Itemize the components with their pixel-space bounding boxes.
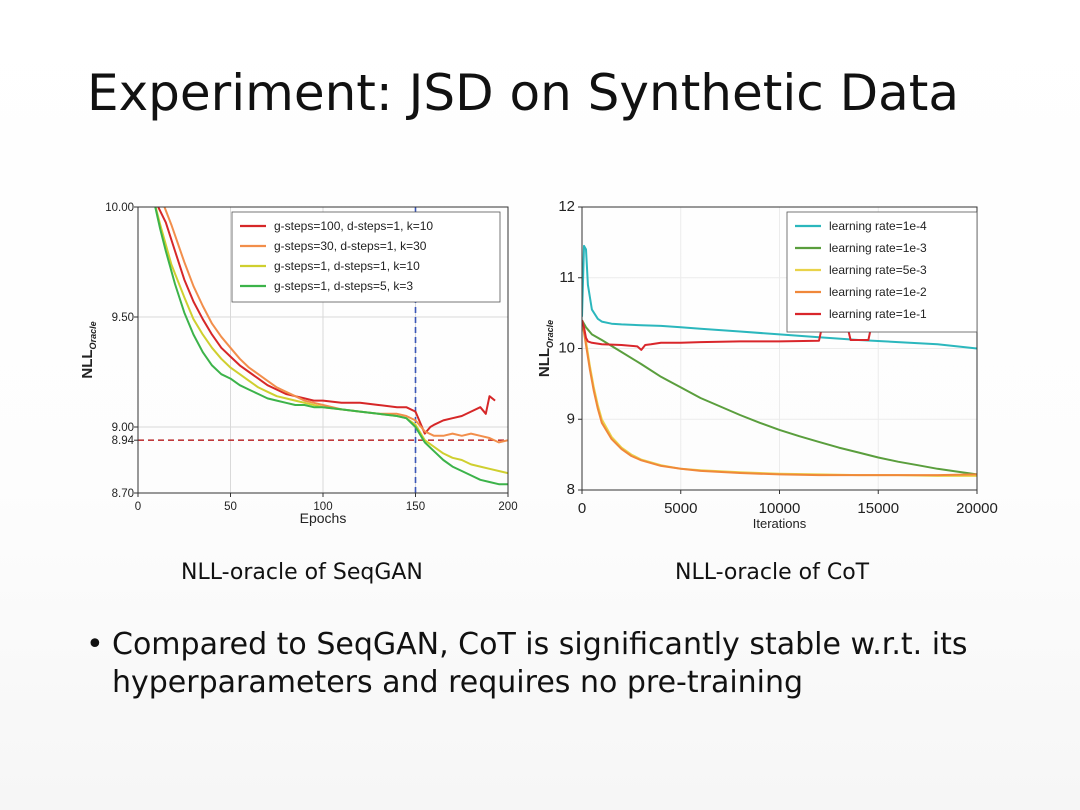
y-axis-label-main: NLL (79, 349, 96, 378)
series-line-g-steps-1-d-steps-1-k-10 (154, 207, 508, 475)
y-tick-label: 9.50 (112, 312, 134, 324)
x-tick-label: 15000 (857, 500, 899, 517)
series-group (154, 207, 508, 486)
y-axis-label-sub: Oracle (545, 320, 555, 348)
x-tick-label: 200 (498, 501, 517, 513)
y-tick-label: 11 (559, 269, 575, 286)
series-group (582, 244, 977, 477)
legend-box (231, 211, 501, 303)
legend-box (786, 211, 978, 333)
seqgan-nll-chart: 0 50 100 150 200 8.70 8.949.00 9.50 10.00 Epochs N… (79, 202, 518, 526)
x-tick-label: 100 (313, 501, 332, 513)
x-tick-label: 0 (578, 500, 586, 517)
legend-entry: g-steps=30, d-steps=1, k=30 (274, 239, 427, 253)
y-axis-label-main: NLL (536, 348, 553, 377)
legend-entry: g-steps=100, d-steps=1, k=10 (274, 219, 433, 233)
y-tick-label: 12 (558, 198, 575, 215)
caption-cot: NLL-oracle of CoT (675, 560, 870, 585)
y-tick-label: 9.00 (112, 422, 134, 434)
series-line-g-steps-100-d-steps-1-k-10 (157, 207, 496, 435)
legend-entry: learning rate=1e-1 (829, 307, 927, 321)
y-axis-label: NLLOracle (79, 321, 98, 378)
cot-nll-chart: 0 5000 10000 15000 20000 8 9 10 11 12 Iterations NL… (536, 198, 998, 531)
y-axis-label: NLLOracle (536, 320, 555, 377)
series-line-learning-rate-1e-1 (582, 319, 977, 351)
series-line-learning-rate-1e-4 (582, 244, 977, 350)
y-tick-label: 8 (567, 481, 575, 498)
slide-title: Experiment: JSD on Synthetic Data (87, 64, 960, 122)
y-tick-label: 10 (558, 340, 575, 357)
x-tick-label: 0 (135, 501, 141, 513)
x-tick-label: 20000 (956, 500, 998, 517)
legend-entry: g-steps=1, d-steps=1, k=10 (274, 259, 420, 273)
bullet-text: Compared to SeqGAN, CoT is significantly… (112, 627, 968, 700)
legend-entry: learning rate=5e-3 (829, 263, 927, 277)
y-tick-label: 8.94 (112, 435, 135, 447)
legend-entry: g-steps=1, d-steps=5, k=3 (274, 279, 413, 293)
series-line-learning-rate-1e-3 (582, 319, 977, 476)
x-tick-label: 150 (406, 501, 425, 513)
y-tick-label: 8.70 (112, 488, 134, 500)
x-axis-label: Iterations (753, 516, 807, 531)
x-axis-label: Epochs (300, 510, 347, 526)
caption-seqgan: NLL-oracle of SeqGAN (181, 560, 423, 585)
y-tick-label: 10.00 (105, 202, 134, 214)
x-tick-label: 5000 (664, 500, 697, 517)
x-tick-label: 50 (224, 501, 237, 513)
y-tick-label: 9 (567, 410, 575, 427)
series-line-g-steps-30-d-steps-1-k-30 (163, 207, 508, 444)
y-axis-label-sub: Oracle (88, 321, 98, 349)
legend-entry: learning rate=1e-2 (829, 285, 927, 299)
legend-entry: learning rate=1e-3 (829, 241, 927, 255)
series-line-g-steps-1-d-steps-5-k-3 (154, 207, 508, 486)
x-tick-label: 10000 (759, 500, 801, 517)
bullet-marker: • (86, 627, 104, 662)
series-line-learning-rate-1e-2 (582, 320, 977, 477)
legend-entry: learning rate=1e-4 (829, 219, 927, 233)
